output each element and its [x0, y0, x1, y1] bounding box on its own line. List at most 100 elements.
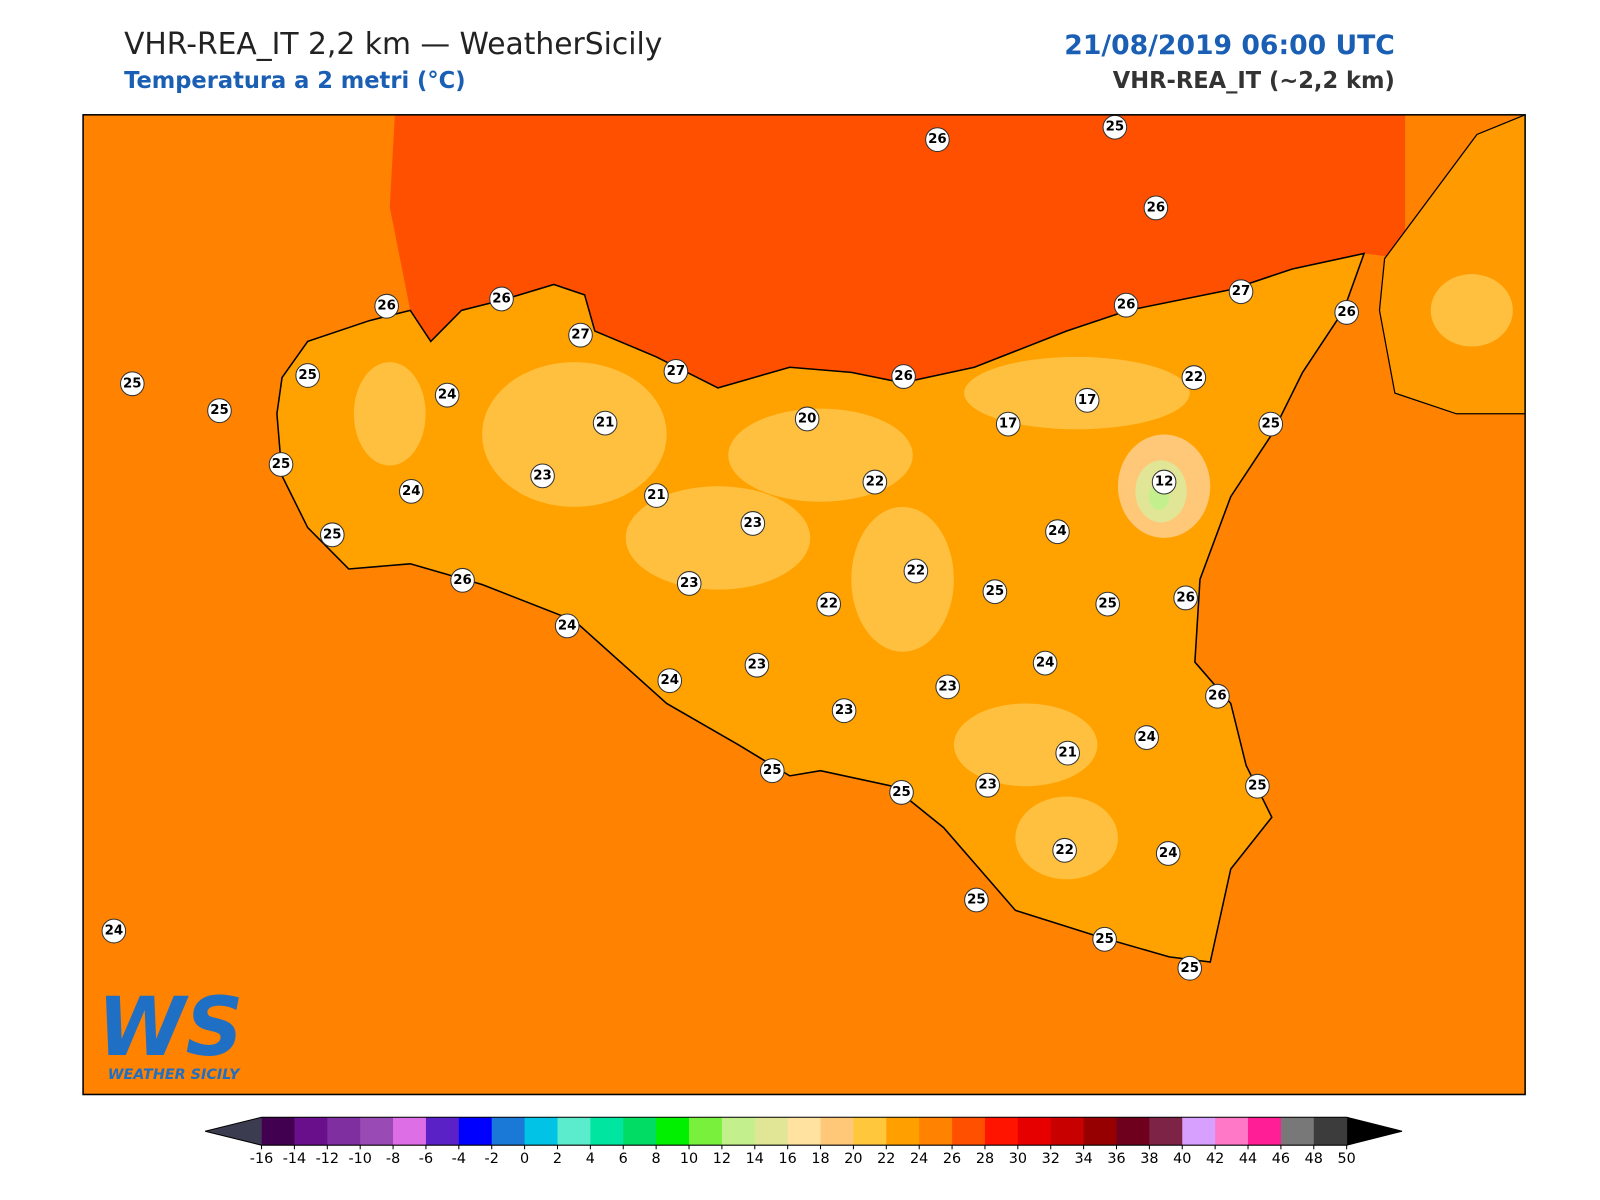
colorbar-segment	[327, 1117, 361, 1146]
station-value: 24	[558, 618, 577, 633]
station-marker	[1228, 279, 1254, 305]
station-value: 24	[1036, 656, 1055, 671]
station-value: 24	[1048, 524, 1067, 539]
colorbar-under	[205, 1117, 262, 1146]
colorbar-segment	[984, 1117, 1019, 1146]
station-marker	[794, 406, 820, 432]
station-marker	[964, 887, 989, 913]
colorbar-segment	[721, 1117, 756, 1146]
station-value: 17	[1078, 393, 1097, 408]
colorbar-tick-label: 22	[877, 1151, 895, 1167]
colorbar-segment	[1182, 1117, 1216, 1146]
colorbar-segment	[1280, 1117, 1315, 1146]
colorbar-segment	[557, 1117, 591, 1146]
colorbar-segment	[656, 1117, 690, 1146]
station-value: 25	[1098, 597, 1117, 612]
station-marker	[1134, 725, 1159, 750]
colorbar-tick-label: 6	[619, 1151, 628, 1167]
station-marker	[1334, 300, 1359, 325]
station-marker	[568, 322, 593, 348]
station-marker	[268, 452, 294, 477]
station-value: 17	[999, 417, 1018, 432]
station-marker	[1032, 650, 1058, 676]
station-marker	[760, 758, 785, 784]
station-value: 25	[986, 584, 1005, 599]
station-value: 24	[105, 924, 124, 939]
colorbar-tick-label: -2	[485, 1151, 499, 1167]
colorbar-segment	[294, 1117, 328, 1146]
colorbar-tick-label: 44	[1239, 1151, 1257, 1167]
colorbar-tick-label: 4	[586, 1151, 595, 1167]
colorbar-tick-label: 20	[844, 1151, 862, 1167]
station-value: 25	[1180, 961, 1199, 976]
station-value: 25	[298, 368, 317, 383]
station-value: 25	[967, 892, 986, 907]
colorbar: -16 -14 -12 -10 -8 -6 -4 -2 0 2 4 6 8 10 12 14 16 18 20 22 2…	[205, 1116, 1403, 1167]
station-marker	[975, 772, 1000, 798]
station-marker	[831, 698, 857, 724]
station-value: 26	[1117, 298, 1136, 313]
colorbar-tick-label: -12	[316, 1151, 339, 1167]
station-value: 26	[894, 369, 913, 384]
model-label: VHR-REA_IT (~2,2 km)	[1113, 68, 1395, 94]
station-marker	[295, 363, 320, 388]
station-marker	[1155, 841, 1181, 866]
map-frame	[82, 114, 1526, 1096]
station-value: 12	[1155, 475, 1174, 490]
station-marker	[663, 358, 689, 384]
colorbar-tick-label: 34	[1074, 1151, 1092, 1167]
colorbar-tick-label: 48	[1305, 1151, 1323, 1167]
colorbar-segment	[360, 1117, 394, 1146]
station-value: 26	[453, 573, 472, 588]
station-value: 22	[1185, 370, 1204, 385]
station-marker	[1055, 740, 1080, 766]
station-value: 23	[978, 778, 997, 793]
station-marker	[891, 364, 916, 389]
colorbar-tick-label: -6	[419, 1151, 433, 1167]
station-value: 25	[763, 763, 782, 778]
colorbar-tick-label: 42	[1206, 1151, 1224, 1167]
map: 26 25 26 26 26 27 25 25 25 24 27 21 20 26 26 27 26 22 17 17…	[83, 114, 1526, 1095]
station-marker	[676, 571, 702, 596]
station-value: 25	[123, 376, 142, 391]
station-marker	[935, 674, 960, 700]
station-marker	[434, 382, 460, 408]
station-marker	[530, 463, 555, 489]
colorbar-segment	[1149, 1117, 1183, 1146]
colorbar-tick-label: -16	[250, 1151, 273, 1167]
colorbar-segment	[853, 1117, 887, 1146]
subtitle: Temperatura a 2 metri (°C)	[124, 68, 465, 94]
colorbar-segment	[623, 1117, 657, 1146]
station-value: 25	[272, 457, 291, 472]
station-marker	[450, 567, 475, 593]
colorbar-tick-label: -10	[348, 1151, 371, 1167]
station-value: 24	[1159, 846, 1178, 861]
colorbar-tick-label: -8	[386, 1151, 400, 1167]
station-marker	[489, 286, 514, 312]
colorbar-tick-label: 50	[1338, 1151, 1356, 1167]
station-value: 25	[1248, 779, 1267, 794]
station-value: 26	[1176, 590, 1195, 605]
logo: WS	[97, 980, 243, 1074]
station-marker	[1045, 519, 1070, 545]
colorbar-tick-label: 36	[1107, 1151, 1125, 1167]
colorbar-tick-label: -14	[283, 1151, 306, 1167]
station-value: 23	[680, 576, 699, 591]
colorbar-over	[1346, 1117, 1403, 1146]
station-marker	[925, 127, 950, 153]
colorbar-segment	[1248, 1117, 1282, 1146]
colorbar-segment	[820, 1117, 854, 1146]
colorbar-segment	[1116, 1117, 1150, 1146]
station-marker	[903, 558, 929, 584]
station-marker	[744, 652, 770, 678]
station-marker	[398, 478, 424, 504]
station-marker	[1113, 292, 1139, 318]
colorbar-tick-label: -4	[452, 1151, 466, 1167]
station-marker	[1143, 195, 1169, 221]
station-marker	[592, 410, 618, 436]
colorbar-segment	[261, 1117, 295, 1146]
colorbar-tick-label: 38	[1140, 1151, 1158, 1167]
station-marker	[374, 293, 399, 319]
station-value: 25	[1106, 120, 1125, 135]
